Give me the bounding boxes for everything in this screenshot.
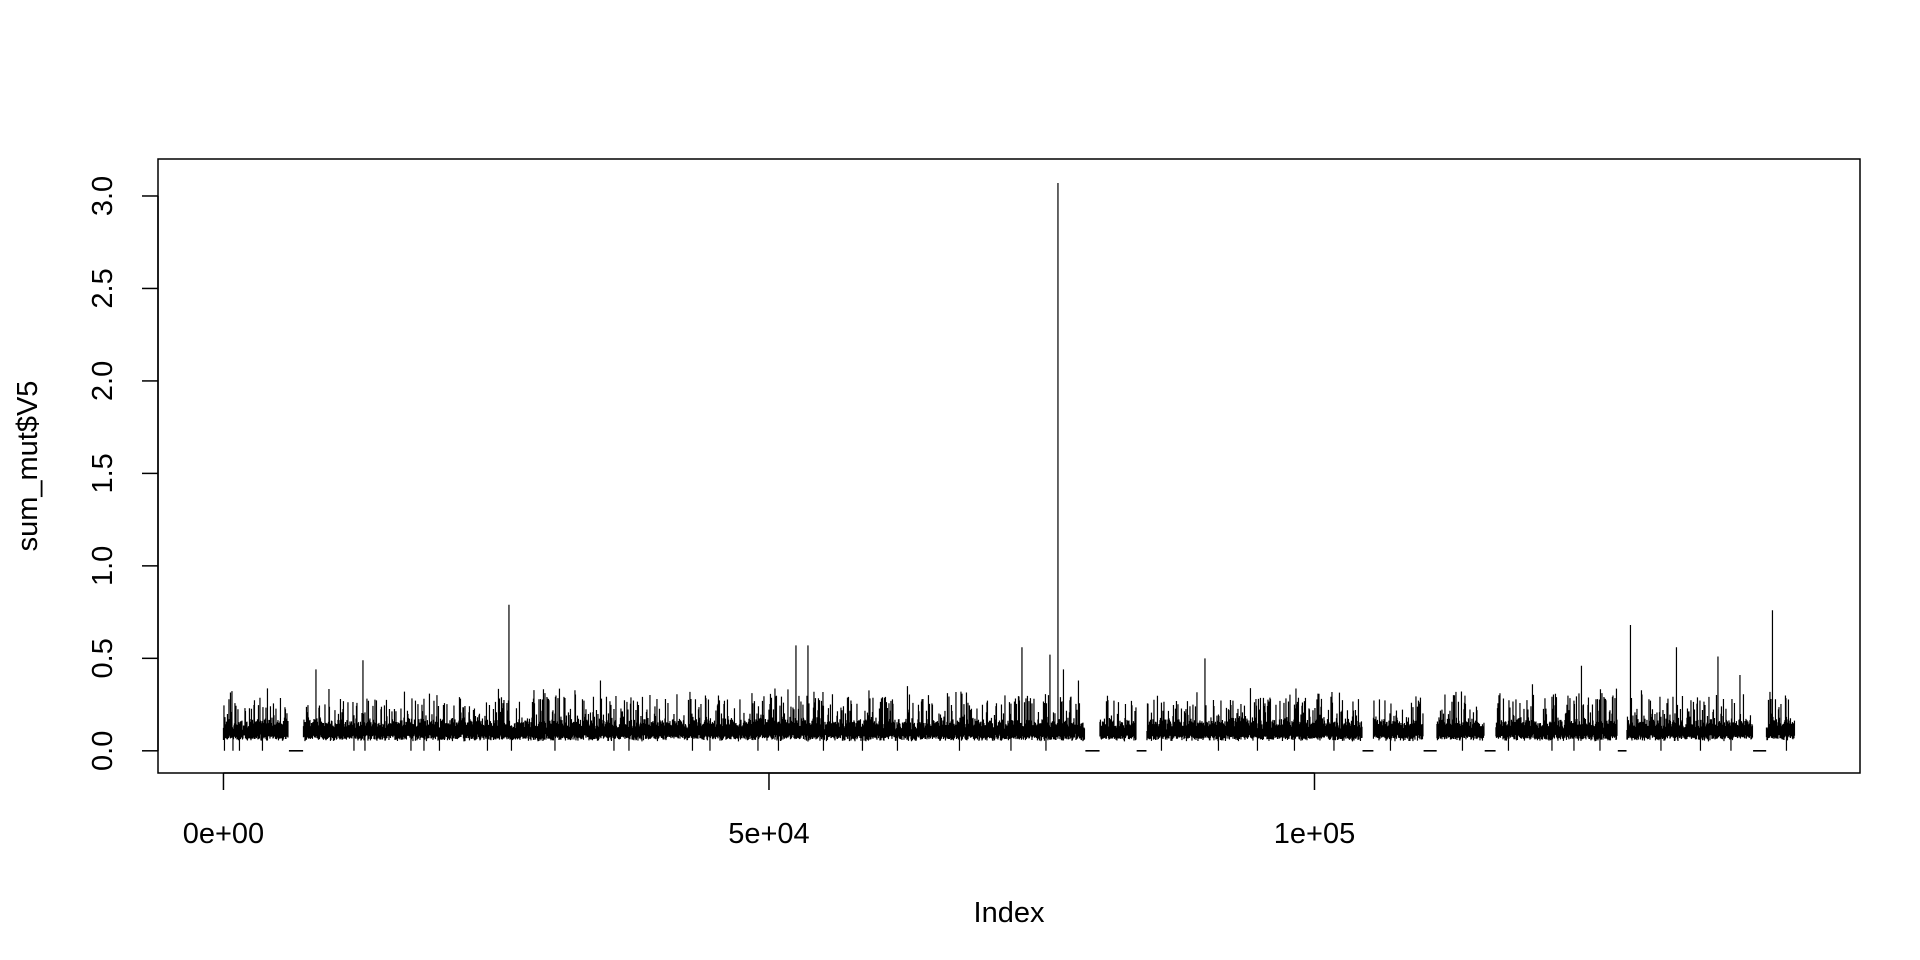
x-tick-label: 5e+04: [728, 818, 809, 850]
series-layer: [222, 183, 1796, 752]
y-axis: 0.0 0.5 1.0 1.5 2.0 2.5 3.0: [87, 176, 159, 771]
y-axis-title: sum_mut$V5: [12, 381, 44, 552]
series-line: [222, 183, 1796, 751]
x-tick-label: 1e+05: [1274, 818, 1355, 850]
y-tick-label: 0.0: [87, 731, 119, 771]
y-tick-label: 3.0: [87, 176, 119, 216]
y-tick-label: 1.5: [87, 453, 119, 493]
y-tick-label: 1.0: [87, 546, 119, 586]
x-axis: 0e+00 5e+04 1e+05: [183, 772, 1355, 850]
y-tick-label: 2.0: [87, 361, 119, 401]
x-tick-label: 0e+00: [183, 818, 264, 850]
y-tick-label: 2.5: [87, 268, 119, 308]
y-tick-label: 0.5: [87, 638, 119, 678]
x-axis-title: Index: [974, 897, 1045, 929]
